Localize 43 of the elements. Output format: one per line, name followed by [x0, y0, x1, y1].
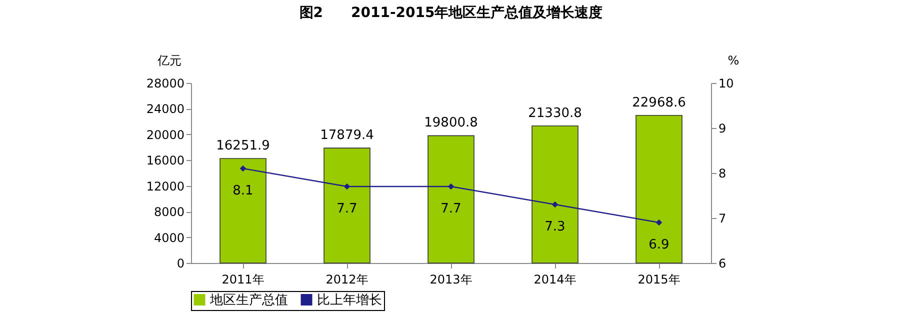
bar	[636, 114, 682, 264]
bar	[428, 135, 474, 264]
data-label: 6.9	[648, 238, 670, 252]
y2-tick-label: 7	[718, 212, 726, 226]
bar	[220, 158, 266, 264]
data-label: 19800.8	[424, 116, 478, 131]
point	[552, 201, 558, 208]
data-label: 16251.9	[216, 138, 270, 154]
y-tick-label: 8000	[154, 205, 184, 220]
y2-tick-label: 8	[718, 166, 726, 180]
x-tick-label: 2015年	[638, 272, 680, 286]
y-tick-label: 28000	[146, 76, 184, 90]
data-label: 7.7	[440, 202, 462, 216]
y-tick-label: 12000	[146, 179, 184, 194]
y-tick-label: 0	[176, 256, 184, 270]
point	[448, 183, 454, 190]
data-label: 8.1	[232, 184, 254, 198]
y-tick-label: 20000	[146, 128, 184, 142]
data-label: 7.7	[336, 202, 358, 216]
chart-title: 图2 2011-2015年地区生产总值及增长速度	[299, 4, 603, 21]
data-label: 17879.4	[320, 128, 374, 144]
y2-tick-label: 10	[718, 76, 734, 90]
y-axis-title: 亿元	[156, 54, 182, 68]
x-tick-label: 2011年	[222, 272, 264, 286]
legend-label: 比上年增长	[317, 292, 382, 308]
y-tick-label: 16000	[146, 154, 184, 168]
point	[656, 219, 662, 226]
data-label: 22968.6	[632, 95, 686, 110]
y2-tick-label: 9	[718, 122, 726, 136]
x-tick-label: 2012年	[326, 272, 368, 286]
legend-label: 地区生产总值	[209, 292, 288, 308]
point	[240, 165, 246, 172]
x-tick-label: 2013年	[430, 272, 472, 286]
y-tick-label: 4000	[154, 230, 184, 245]
bar	[324, 148, 370, 264]
y-tick-label: 24000	[146, 102, 184, 116]
data-label: 7.3	[544, 220, 566, 234]
y2-tick-label: 6	[718, 256, 726, 270]
x-tick-label: 2014年	[534, 272, 576, 286]
point	[344, 183, 350, 190]
y2-axis-title: %	[728, 54, 740, 68]
bar	[532, 125, 578, 264]
data-label: 21330.8	[528, 106, 582, 121]
